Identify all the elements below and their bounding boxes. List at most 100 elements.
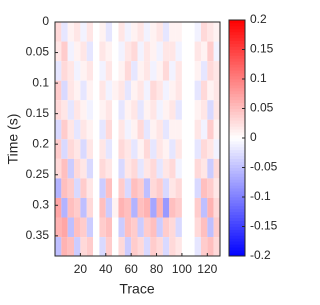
colorbar-step bbox=[229, 108, 245, 112]
heatmap-cell bbox=[118, 217, 125, 238]
heatmap-cell bbox=[181, 158, 189, 179]
colorbar-step bbox=[229, 247, 245, 251]
heatmap-cell bbox=[143, 100, 151, 120]
heatmap-cell bbox=[67, 158, 75, 179]
heatmap-cell bbox=[61, 217, 68, 238]
colorbar-step bbox=[229, 84, 245, 89]
heatmap-cell bbox=[156, 61, 163, 81]
heatmap-cell bbox=[131, 22, 138, 42]
heatmap-cell bbox=[162, 80, 170, 101]
heatmap-cell bbox=[118, 22, 125, 42]
heatmap-cell bbox=[213, 237, 220, 256]
heatmap-cell bbox=[194, 119, 201, 140]
colorbar-step bbox=[229, 232, 245, 236]
heatmap-cell bbox=[105, 158, 113, 179]
heatmap-cell bbox=[181, 178, 189, 198]
colorbar-step bbox=[229, 31, 245, 36]
heatmap-cell bbox=[55, 80, 62, 101]
heatmap-cell bbox=[181, 100, 189, 120]
heatmap-cell bbox=[169, 158, 176, 179]
colorbar-step bbox=[229, 132, 245, 136]
x-tick-label: 100 bbox=[172, 262, 192, 276]
heatmap-cell bbox=[99, 80, 106, 101]
colorbar-step bbox=[229, 199, 245, 204]
heatmap-cell bbox=[213, 41, 220, 62]
heatmap-cell bbox=[124, 197, 132, 218]
heatmap-cell bbox=[99, 61, 106, 81]
heatmap-cell bbox=[156, 237, 163, 256]
heatmap-cell bbox=[105, 100, 113, 120]
heatmap-cell bbox=[207, 100, 214, 120]
heatmap-cell bbox=[188, 217, 195, 238]
colorbar-step bbox=[229, 111, 245, 115]
heatmap-cell bbox=[194, 158, 201, 179]
heatmap-cell bbox=[74, 22, 81, 42]
heatmap-cell bbox=[200, 80, 208, 101]
heatmap-cell bbox=[194, 22, 201, 42]
heatmap-cell bbox=[156, 22, 163, 42]
heatmap-cell bbox=[169, 139, 176, 159]
colorbar-tick-label: 0.2 bbox=[250, 12, 267, 26]
heatmap-cell bbox=[194, 80, 201, 101]
heatmap-cell bbox=[175, 197, 182, 218]
heatmap-cell bbox=[137, 178, 144, 198]
heatmap-cell bbox=[162, 217, 170, 238]
heatmap-cell bbox=[80, 158, 87, 179]
heatmap-cell bbox=[181, 217, 189, 238]
plot-frame bbox=[54, 21, 221, 257]
colorbar-step bbox=[229, 194, 245, 198]
heatmap-cell bbox=[67, 237, 75, 256]
colorbar-step bbox=[229, 28, 245, 33]
heatmap-cell bbox=[188, 178, 195, 198]
heatmap-cell bbox=[162, 197, 170, 218]
heatmap-cell bbox=[143, 61, 151, 81]
colorbar-step bbox=[229, 114, 245, 118]
heatmap-cell bbox=[80, 139, 87, 159]
heatmap-cell bbox=[156, 119, 163, 140]
colorbar-step bbox=[229, 253, 245, 257]
heatmap-cell bbox=[80, 22, 87, 42]
heatmap-cell bbox=[188, 139, 195, 159]
heatmap-cell bbox=[143, 217, 151, 238]
heatmap-cell bbox=[137, 41, 144, 62]
colorbar-step bbox=[229, 90, 245, 95]
colorbar-step bbox=[229, 34, 245, 39]
heatmap-cell bbox=[61, 41, 68, 62]
heatmap-cell bbox=[112, 217, 119, 238]
heatmap-cell bbox=[162, 178, 170, 198]
colorbar-step bbox=[229, 220, 245, 224]
heatmap-cell bbox=[93, 178, 100, 198]
heatmap-cell bbox=[55, 22, 62, 42]
colorbar-step bbox=[229, 214, 245, 219]
x-tick-label: 20 bbox=[74, 262, 88, 276]
heatmap-cell bbox=[137, 217, 144, 238]
heatmap-cell bbox=[175, 178, 182, 198]
heatmap-cell bbox=[124, 237, 132, 256]
heatmap-cell bbox=[118, 41, 125, 62]
heatmap-cell bbox=[143, 197, 151, 218]
colorbar-step bbox=[229, 73, 245, 77]
heatmap-cell bbox=[80, 119, 87, 140]
heatmap-cell bbox=[67, 119, 75, 140]
heatmap-cell bbox=[124, 178, 132, 198]
heatmap-cell bbox=[181, 22, 189, 42]
heatmap-cell bbox=[80, 100, 87, 120]
colorbar-step bbox=[229, 25, 245, 30]
heatmap-cell bbox=[200, 139, 208, 159]
heatmap-cell bbox=[143, 158, 151, 179]
heatmap-cell bbox=[169, 22, 176, 42]
heatmap-cell bbox=[99, 41, 106, 62]
heatmap-cell bbox=[207, 217, 214, 238]
colorbar-step bbox=[229, 226, 245, 230]
heatmap-cell bbox=[112, 119, 119, 140]
colorbar-step bbox=[229, 229, 245, 233]
heatmap-cell bbox=[105, 119, 113, 140]
colorbar-step bbox=[229, 191, 245, 195]
colorbar-step bbox=[229, 143, 245, 148]
heatmap-cell bbox=[86, 158, 94, 179]
colorbar-tick-label: -0.05 bbox=[250, 160, 278, 174]
heatmap-cell bbox=[93, 237, 100, 256]
colorbar-step bbox=[229, 52, 245, 56]
heatmap-cell bbox=[55, 100, 62, 120]
heatmap-cell bbox=[61, 139, 68, 159]
